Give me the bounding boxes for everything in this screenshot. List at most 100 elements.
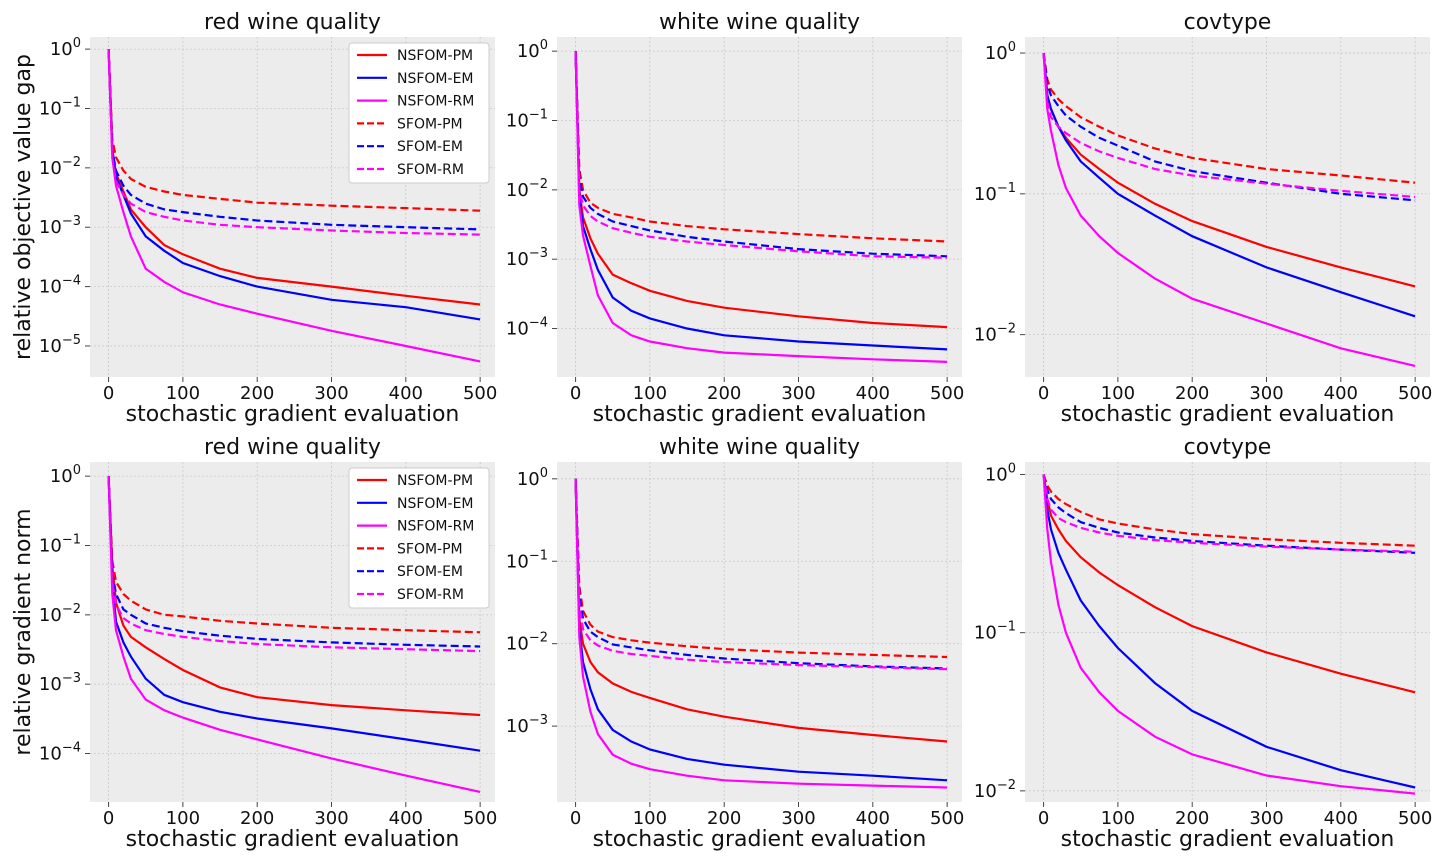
chart-title: red wine quality [204, 435, 381, 460]
x-tick-label: 100 [633, 808, 667, 829]
x-axis-label: stochastic gradient evaluation [1061, 402, 1395, 427]
y-tick-label: 10−1 [974, 181, 1016, 205]
y-axis-label: relative gradient norm [11, 508, 36, 755]
y-tick-label: 10−4 [39, 274, 81, 298]
y-tick-label: 10−3 [506, 246, 548, 270]
plot-area [557, 462, 962, 802]
y-tick-label: 10−3 [39, 671, 81, 695]
x-tick-label: 100 [633, 383, 667, 404]
legend-label: NSFOM-EM [397, 71, 474, 87]
series-line-nsfom-pm [1042, 474, 1416, 694]
legend-label: SFOM-EM [397, 139, 463, 155]
subplot-4: 0 100 200 300 400 500 10−4 10−3 10−2 10−1 100 red w… [11, 435, 497, 852]
legend-label: NSFOM-PM [397, 48, 473, 64]
x-tick-label: 500 [463, 383, 497, 404]
x-tick-label: 100 [166, 808, 200, 829]
x-tick-label: 200 [240, 808, 274, 829]
x-tick-label: 500 [1398, 383, 1432, 404]
series-line-nsfom-em [1042, 474, 1416, 789]
x-tick-label: 200 [707, 383, 741, 404]
y-tick-label: 10−2 [39, 155, 81, 179]
series-line-sfom-pm [1042, 52, 1416, 184]
x-tick-label: 400 [856, 808, 890, 829]
subplot-2: 0 100 200 300 400 500 10−4 10−3 10−2 10−1 100 white… [506, 10, 964, 427]
plot-area [1025, 37, 1430, 377]
y-tick-label: 10−2 [506, 631, 548, 655]
series-line-nsfom-em [107, 49, 481, 321]
x-tick-label: 200 [1175, 808, 1209, 829]
chart-title: covtype [1184, 435, 1272, 460]
x-tick-label: 300 [1249, 383, 1283, 404]
series-line-nsfom-pm [574, 478, 948, 743]
legend-label: NSFOM-RM [397, 519, 474, 535]
legend-label: SFOM-RM [397, 162, 464, 178]
x-axis-label: stochastic gradient evaluation [593, 827, 927, 852]
series-line-sfom-em [574, 478, 948, 670]
x-tick-label: 400 [856, 383, 890, 404]
series-line-sfom-em [1042, 474, 1416, 554]
y-tick-label: 10−2 [39, 602, 81, 626]
y-tick-label: 100 [517, 466, 548, 490]
x-tick-label: 0 [103, 808, 114, 829]
x-tick-label: 500 [930, 383, 964, 404]
legend-label: NSFOM-PM [397, 473, 473, 489]
y-tick-label: 100 [50, 463, 81, 487]
plot-area [1025, 462, 1430, 802]
subplot-1: 0 100 200 300 400 500 10−5 10−4 10−3 10−2 10−1 100 r… [11, 10, 497, 427]
series-line-sfom-pm [574, 478, 948, 659]
x-tick-label: 500 [930, 808, 964, 829]
x-tick-label: 0 [1038, 383, 1049, 404]
series-line-nsfom-em [574, 51, 948, 351]
y-tick-label: 100 [517, 38, 548, 62]
series-line-sfom-pm [1042, 474, 1416, 547]
series-line-nsfom-rm [107, 476, 481, 793]
x-tick-label: 300 [781, 808, 815, 829]
subplot-3: 0 100 200 300 400 500 10−2 10−1 100 covtype stocha… [974, 10, 1432, 427]
y-tick-label: 10−1 [974, 620, 1016, 644]
series-line-nsfom-rm [574, 51, 948, 363]
x-tick-label: 100 [1101, 808, 1135, 829]
x-tick-label: 200 [707, 808, 741, 829]
y-tick-label: 10−2 [506, 177, 548, 201]
x-tick-label: 300 [314, 808, 348, 829]
series-line-sfom-rm [574, 478, 948, 671]
x-axis-label: stochastic gradient evaluation [1061, 827, 1395, 852]
chart-title: covtype [1184, 10, 1272, 35]
x-axis-label: stochastic gradient evaluation [126, 402, 460, 427]
x-tick-label: 400 [389, 808, 423, 829]
legend: NSFOM-PM NSFOM-EM NSFOM-RM SFOM-PM SFOM-EM SF… [348, 42, 490, 184]
x-tick-label: 200 [240, 383, 274, 404]
x-tick-label: 200 [1175, 383, 1209, 404]
series-line-sfom-em [574, 51, 948, 258]
y-tick-label: 10−3 [39, 214, 81, 238]
x-tick-label: 300 [1249, 808, 1283, 829]
y-tick-label: 100 [50, 36, 81, 60]
y-tick-label: 100 [985, 40, 1016, 64]
series-line-nsfom-rm [107, 49, 481, 363]
legend-label: SFOM-EM [397, 564, 463, 580]
x-tick-label: 400 [1324, 808, 1358, 829]
y-tick-label: 10−4 [506, 316, 548, 340]
chart-title: white wine quality [659, 10, 860, 35]
y-axis-label: relative objective value gap [11, 54, 36, 360]
x-tick-label: 100 [1101, 383, 1135, 404]
x-axis-label: stochastic gradient evaluation [126, 827, 460, 852]
y-tick-label: 10−2 [974, 322, 1016, 346]
legend-label: SFOM-PM [397, 116, 463, 132]
series-line-sfom-rm [107, 49, 481, 236]
series-line-sfom-em [107, 476, 481, 648]
chart-title: white wine quality [659, 435, 860, 460]
y-tick-label: 10−1 [39, 95, 81, 119]
y-tick-label: 10−1 [39, 532, 81, 556]
legend-label: SFOM-PM [397, 541, 463, 557]
series-line-sfom-rm [1042, 52, 1416, 199]
subplot-6: 0 100 200 300 400 500 10−2 10−1 100 covtype stocha… [974, 435, 1432, 852]
x-tick-label: 100 [166, 383, 200, 404]
legend-label: SFOM-RM [397, 587, 464, 603]
series-line-sfom-pm [107, 49, 481, 212]
x-tick-label: 500 [1398, 808, 1432, 829]
y-tick-label: 10−4 [39, 741, 81, 765]
y-tick-label: 10−2 [974, 778, 1016, 802]
series-line-sfom-em [107, 49, 481, 231]
